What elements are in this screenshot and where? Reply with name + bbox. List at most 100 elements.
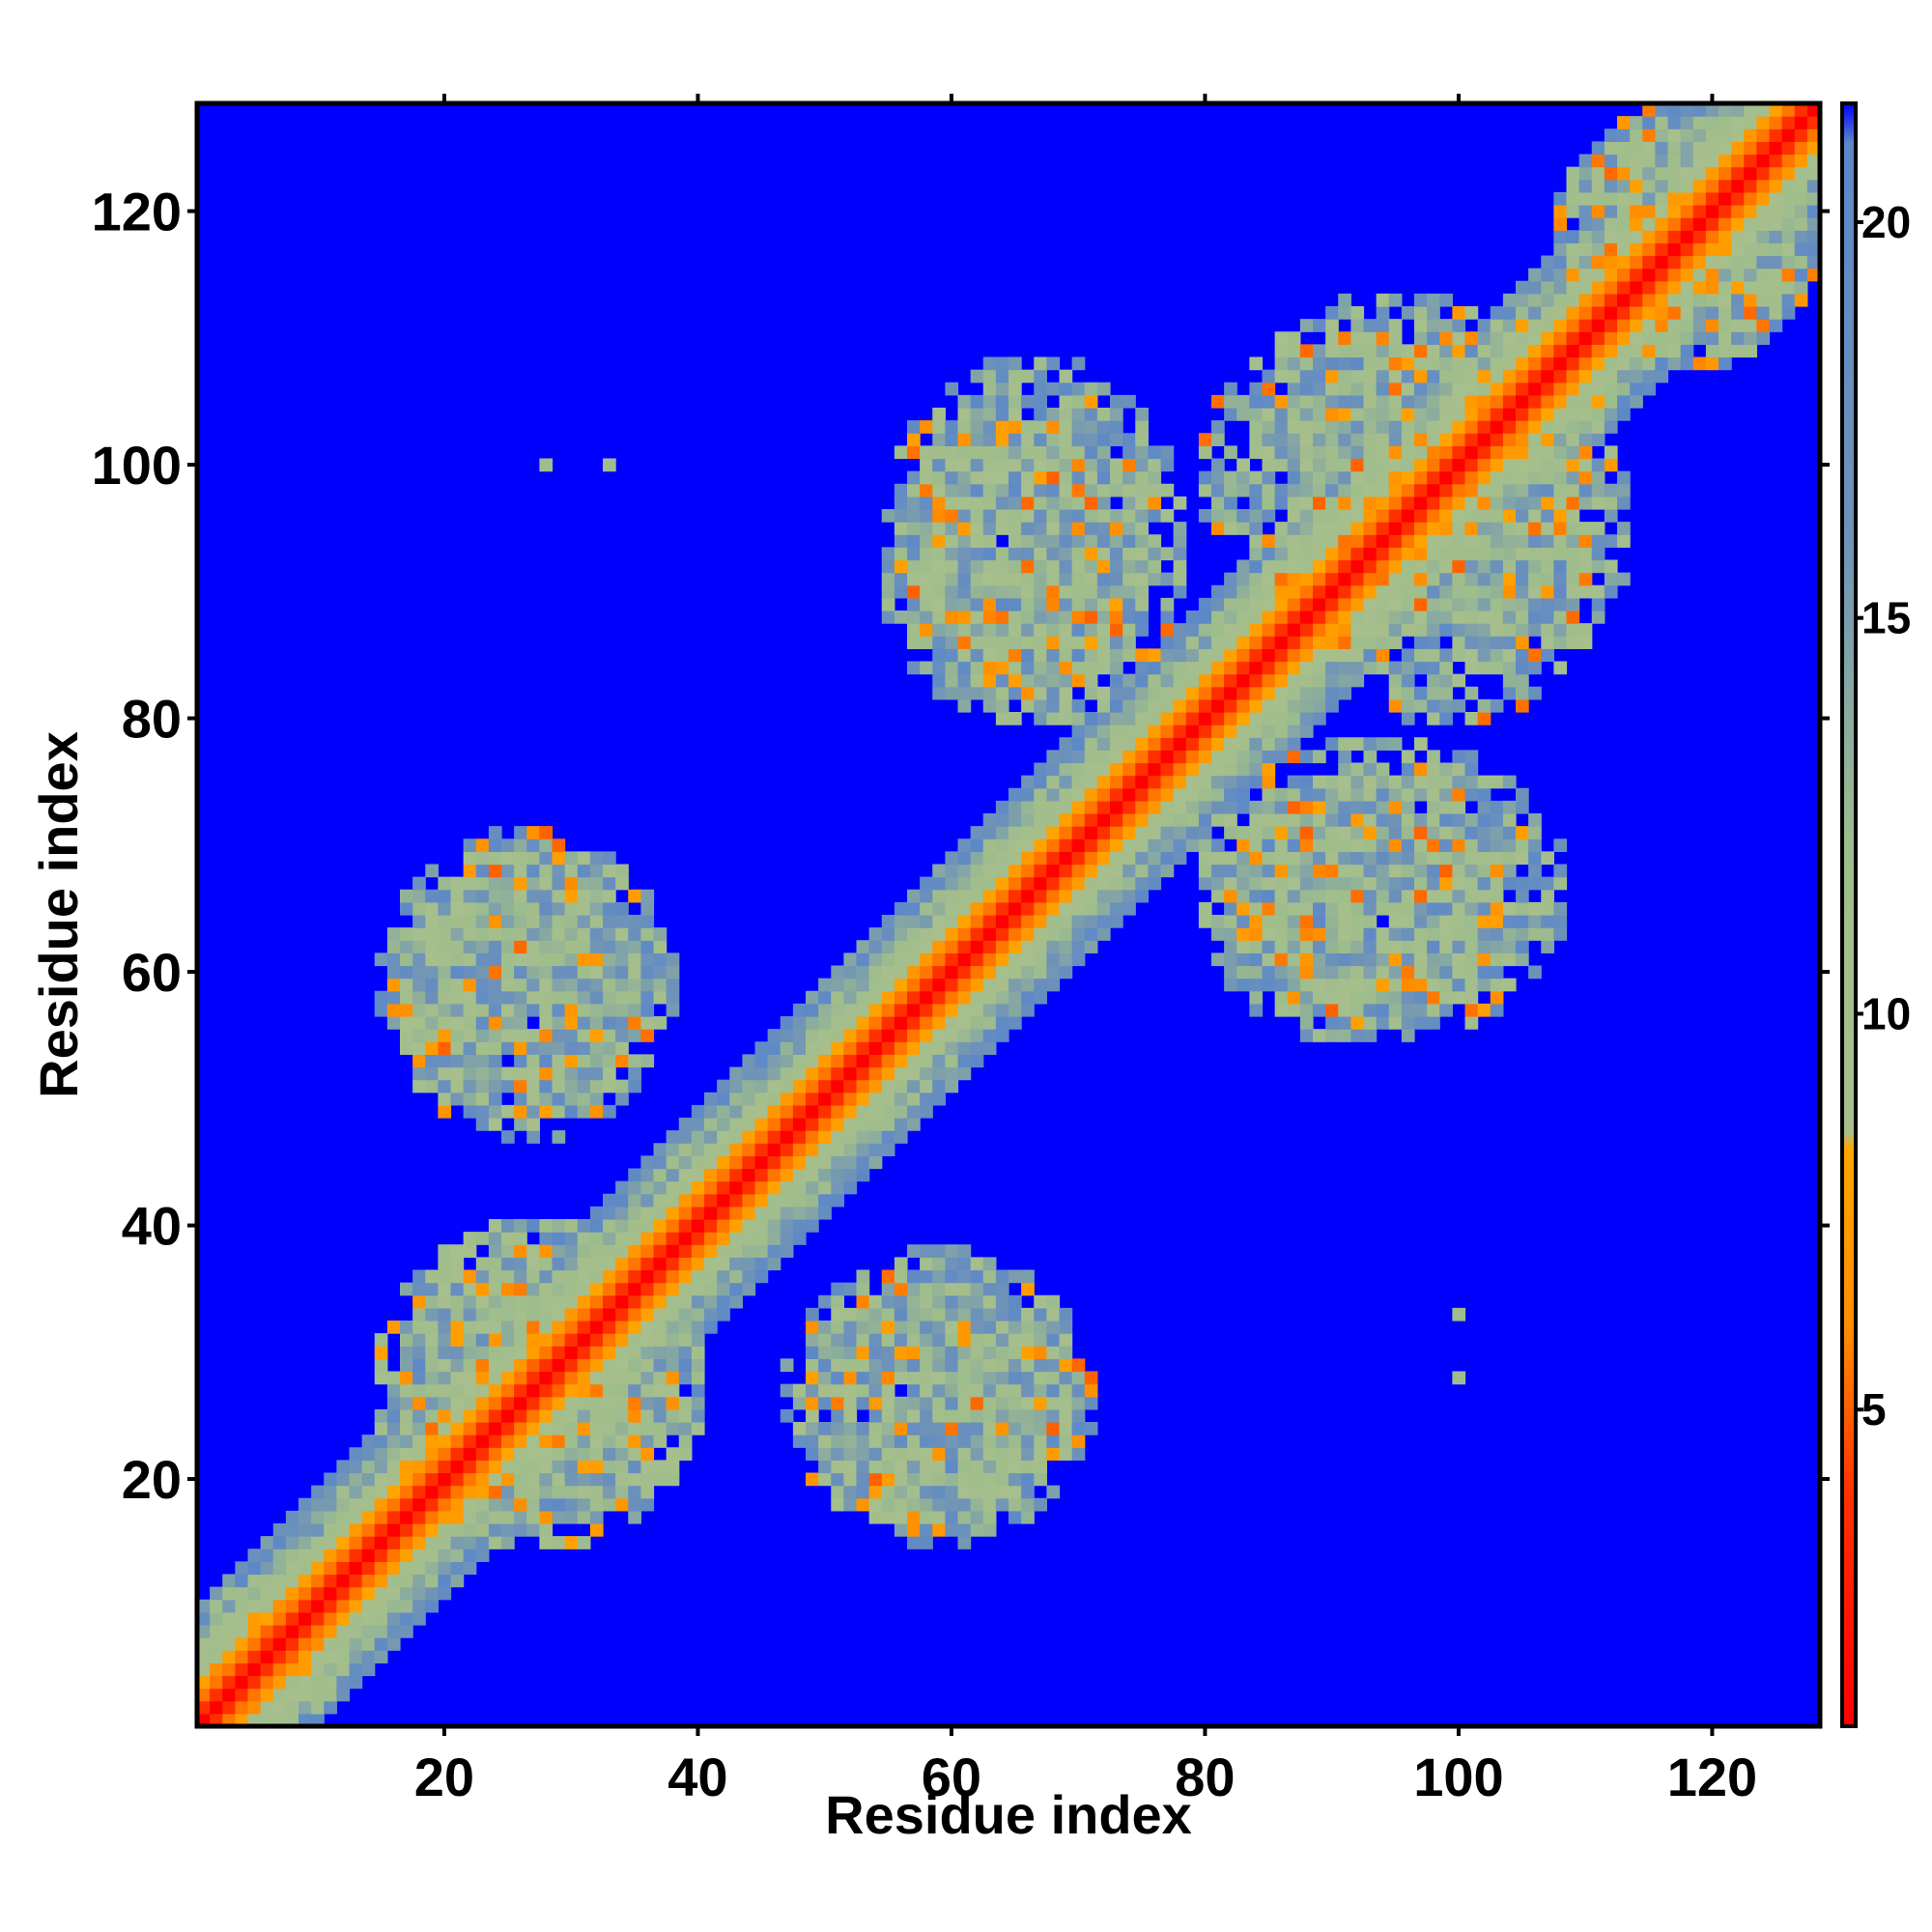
heatmap-cell bbox=[1769, 191, 1783, 206]
heatmap-cell bbox=[1794, 268, 1808, 282]
heatmap-cell bbox=[1236, 509, 1250, 523]
heatmap-cell bbox=[1021, 1485, 1035, 1499]
heatmap-cell bbox=[932, 470, 946, 485]
heatmap-cell bbox=[1034, 1435, 1047, 1448]
heatmap-cell bbox=[1376, 522, 1390, 535]
heatmap-cell bbox=[640, 978, 655, 992]
heatmap-cell bbox=[412, 978, 426, 992]
heatmap-cell bbox=[881, 978, 895, 992]
heatmap-cell bbox=[1655, 205, 1669, 218]
heatmap-cell bbox=[1388, 496, 1403, 510]
heatmap-cell bbox=[1541, 470, 1554, 485]
heatmap-cell bbox=[970, 1333, 984, 1347]
heatmap-cell bbox=[501, 1029, 515, 1042]
heatmap-cell bbox=[1287, 661, 1301, 675]
heatmap-cell bbox=[1376, 496, 1390, 510]
heatmap-cell bbox=[881, 952, 895, 967]
heatmap-cell bbox=[995, 483, 1009, 497]
heatmap-cell bbox=[1516, 851, 1529, 866]
heatmap-cell bbox=[1009, 686, 1022, 700]
heatmap-cell bbox=[1009, 965, 1022, 980]
heatmap-cell bbox=[995, 1422, 1009, 1435]
heatmap-cell bbox=[1287, 547, 1301, 561]
heatmap-cell bbox=[1744, 154, 1757, 168]
heatmap-cell bbox=[386, 965, 401, 980]
heatmap-cell bbox=[717, 1168, 730, 1182]
heatmap-cell bbox=[589, 1294, 604, 1309]
heatmap-cell bbox=[920, 1269, 933, 1284]
heatmap-cell bbox=[628, 1232, 641, 1245]
heatmap-cell bbox=[438, 1079, 452, 1094]
heatmap-cell bbox=[1325, 433, 1339, 446]
heatmap-cell bbox=[856, 1422, 870, 1435]
heatmap-cell bbox=[982, 1408, 997, 1423]
heatmap-cell bbox=[1388, 344, 1403, 358]
heatmap-cell bbox=[957, 1321, 972, 1334]
heatmap-cell bbox=[982, 1435, 997, 1448]
heatmap-cell bbox=[1325, 927, 1339, 941]
heatmap-cell bbox=[754, 1232, 769, 1245]
heatmap-cell bbox=[1794, 230, 1808, 243]
heatmap-cell bbox=[1604, 319, 1618, 332]
heatmap-cell bbox=[1046, 1396, 1061, 1410]
heatmap-cell bbox=[1655, 293, 1669, 307]
heatmap-cell bbox=[1249, 522, 1264, 535]
heatmap-cell bbox=[1350, 522, 1365, 535]
heatmap-cell bbox=[1388, 382, 1403, 396]
heatmap-cell bbox=[995, 1003, 1009, 1017]
heatmap-cell bbox=[400, 1625, 413, 1638]
heatmap-cell bbox=[1692, 179, 1707, 193]
heatmap-cell bbox=[1249, 623, 1264, 637]
heatmap-cell bbox=[1464, 623, 1479, 637]
heatmap-cell bbox=[1363, 584, 1378, 599]
heatmap-cell bbox=[1401, 1029, 1415, 1042]
heatmap-cell bbox=[1604, 356, 1618, 371]
heatmap-cell bbox=[653, 978, 668, 992]
heatmap-cell bbox=[920, 889, 933, 903]
heatmap-cell bbox=[704, 1257, 718, 1271]
heatmap-cell bbox=[514, 1079, 527, 1094]
heatmap-cell bbox=[640, 1485, 655, 1499]
heatmap-cell bbox=[1516, 522, 1529, 535]
heatmap-cell bbox=[1350, 445, 1365, 460]
heatmap-cell bbox=[285, 1574, 299, 1588]
heatmap-cell bbox=[1021, 990, 1035, 1005]
heatmap-cell bbox=[792, 1066, 807, 1081]
heatmap-cell bbox=[1236, 737, 1250, 751]
heatmap-cell bbox=[1414, 661, 1428, 675]
heatmap-cell bbox=[957, 648, 972, 663]
heatmap-cell bbox=[1071, 1408, 1086, 1423]
heatmap-cell bbox=[1198, 851, 1212, 866]
heatmap-cell bbox=[1744, 166, 1757, 181]
heatmap-cell bbox=[488, 978, 502, 992]
heatmap-cell bbox=[1034, 661, 1047, 675]
heatmap-cell bbox=[603, 1193, 616, 1208]
heatmap-cell bbox=[1262, 762, 1276, 777]
heatmap-cell bbox=[577, 1472, 591, 1487]
heatmap-cell bbox=[1591, 205, 1605, 218]
heatmap-cell bbox=[412, 1269, 426, 1284]
heatmap-cell bbox=[995, 800, 1009, 814]
heatmap-cell bbox=[1502, 864, 1517, 878]
heatmap-cell bbox=[1464, 572, 1479, 586]
heatmap-cell bbox=[907, 927, 921, 941]
heatmap-cell bbox=[1427, 611, 1440, 624]
heatmap-cell bbox=[1578, 522, 1593, 535]
heatmap-cell bbox=[1439, 876, 1453, 891]
heatmap-cell bbox=[1046, 1294, 1061, 1309]
heatmap-cell bbox=[907, 952, 921, 967]
heatmap-cell bbox=[488, 1092, 502, 1106]
heatmap-cell bbox=[1299, 496, 1314, 510]
heatmap-cell bbox=[1781, 191, 1796, 206]
heatmap-cell bbox=[1363, 1029, 1378, 1042]
heatmap-cell bbox=[1490, 522, 1504, 535]
heatmap-cell bbox=[1781, 154, 1796, 168]
heatmap-cell bbox=[324, 1510, 337, 1524]
heatmap-cell bbox=[1110, 420, 1123, 434]
heatmap-cell bbox=[1224, 750, 1237, 764]
heatmap-cell bbox=[1388, 1003, 1403, 1017]
heatmap-cell bbox=[868, 1358, 883, 1373]
heatmap-cell bbox=[957, 458, 972, 472]
heatmap-cell bbox=[881, 559, 895, 574]
